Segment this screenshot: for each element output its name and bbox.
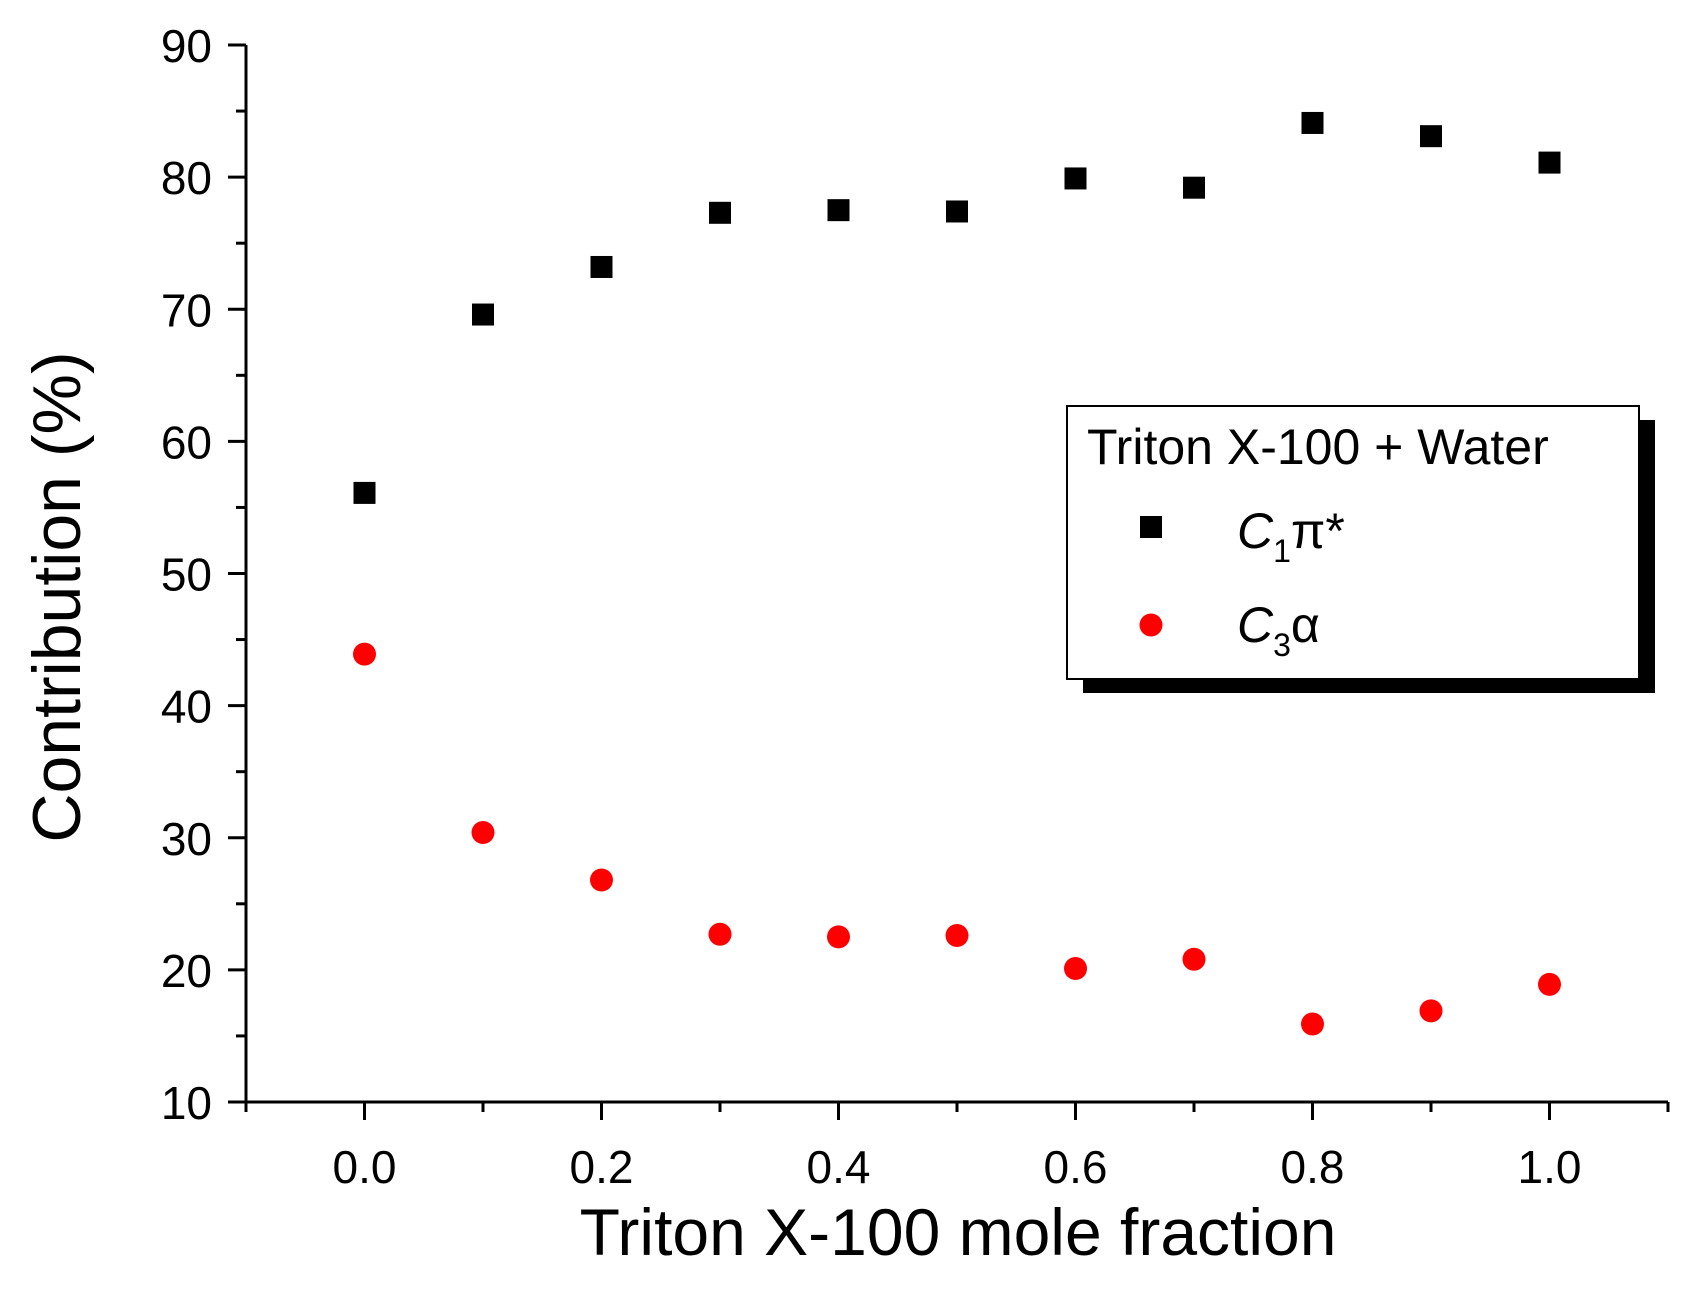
data-point-c1-square [353,481,376,504]
data-point-c3-circle [353,642,376,666]
y-tick-label: 80 [161,152,212,204]
legend-entry-c1-symbol: C [1237,503,1274,559]
data-point-c3-circle [1182,947,1206,971]
legend-entry-c3: C3α [1237,597,1320,663]
y-tick-label: 90 [161,20,212,72]
data-point-c3-circle [1064,957,1087,981]
y-tick-label: 50 [161,549,212,601]
data-point-c1-square [709,201,731,224]
legend-circle-marker [1139,613,1163,637]
data-point-c3-circle [1419,999,1443,1023]
data-point-c1-square [1538,151,1561,174]
data-points [353,111,1561,1036]
data-point-c1-square [827,199,850,222]
y-tick-label: 10 [161,1077,212,1129]
x-tick-label: 0.0 [333,1141,397,1193]
data-point-c3-circle [1538,972,1561,996]
x-axis-label: Triton X-100 mole fraction [580,1195,1337,1269]
legend-title: Triton X-100 + Water [1087,419,1549,475]
data-point-c1-square [1064,167,1087,190]
data-point-c3-circle [590,868,613,892]
x-tick-label: 0.4 [807,1141,871,1193]
legend-entry-c3-symbol: C [1237,597,1274,653]
legend-entry-c3-suffix: α [1291,597,1320,653]
x-tick-label: 0.2 [570,1141,634,1193]
data-point-c1-square [472,303,494,326]
legend: Triton X-100 + Water C1π* C3α [1066,405,1655,693]
legend-square-marker [1140,516,1162,538]
x-tick-label: 0.6 [1044,1141,1108,1193]
legend-box [1066,405,1640,680]
legend-entry-c1-subscript: 1 [1273,533,1291,569]
y-tick-label: 20 [161,945,212,997]
data-point-c1-square [1420,125,1442,148]
y-tick-label: 40 [161,681,212,733]
y-tick-label: 60 [161,416,212,468]
y-tick-label: 70 [161,284,212,336]
data-point-c3-circle [945,924,969,948]
legend-entry-c1: C1π* [1237,503,1345,569]
data-point-c3-circle [827,925,850,949]
data-point-c3-circle [471,820,495,844]
data-point-c1-square [1301,111,1324,134]
data-point-c3-circle [708,922,732,946]
legend-entry-c1-suffix: π* [1291,503,1345,559]
ticks: 10 20 30 40 50 60 70 80 90 0.0 0.2 0.4 0.6 0.8 1.0 [161,20,1670,1193]
y-axis-label: Contribution (%) [19,351,95,842]
legend-entry-c3-subscript: 3 [1273,627,1291,663]
data-point-c1-square [1183,176,1205,199]
y-tick-label: 30 [161,813,212,865]
data-point-c3-circle [1301,1012,1324,1036]
data-point-c1-square [590,255,613,278]
data-point-c1-square [946,200,968,223]
x-tick-label: 0.8 [1281,1141,1345,1193]
x-tick-label: 1.0 [1518,1141,1582,1193]
